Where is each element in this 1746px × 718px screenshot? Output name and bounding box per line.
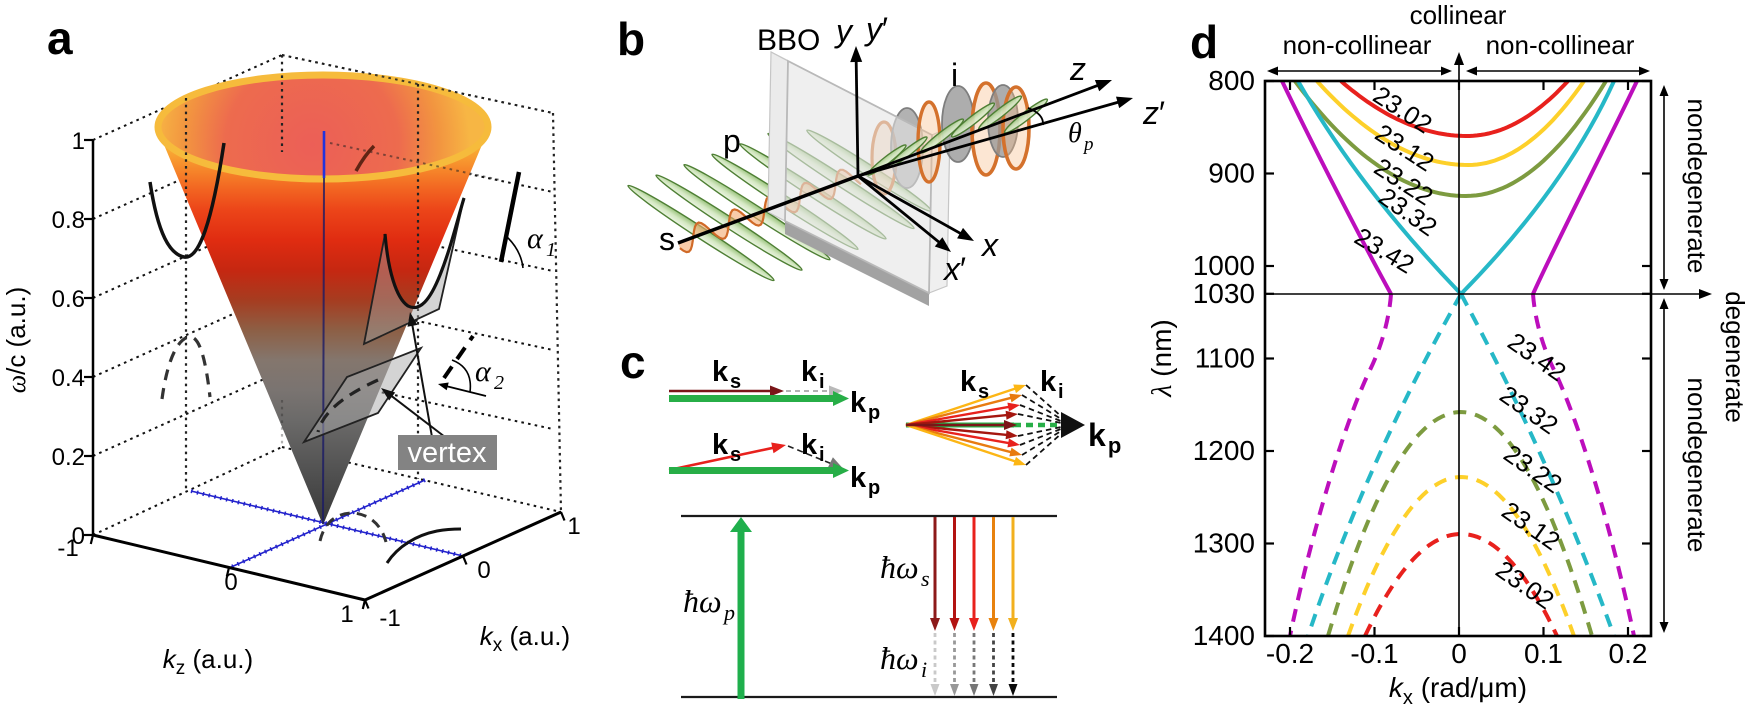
svg-text:θ: θ [1068,118,1082,149]
svg-text:0: 0 [477,557,490,584]
svg-text:a: a [47,12,73,64]
svg-text:x′: x′ [942,251,966,287]
svg-text:p: p [722,600,735,625]
svg-text:0.1: 0.1 [1524,638,1563,669]
svg-text:k: k [801,356,818,388]
svg-text:ħω: ħω [683,583,722,619]
svg-text:0: 0 [1451,638,1467,669]
svg-text:-1: -1 [379,605,400,632]
svg-text:0.2: 0.2 [1609,638,1648,669]
svg-text:-0.1: -0.1 [1350,638,1398,669]
svg-text:1030: 1030 [1193,278,1255,309]
svg-text:nondegenerate: nondegenerate [1682,99,1712,274]
svg-text:i: i [1058,381,1064,403]
svg-text:degenerate: degenerate [1720,291,1746,423]
svg-text:ħω: ħω [880,549,919,585]
svg-text:1: 1 [72,128,85,155]
svg-text:i: i [819,444,825,466]
svg-text:y: y [834,13,854,49]
svg-text:1000: 1000 [1193,250,1255,281]
svg-text:kz (a.u.): kz (a.u.) [163,644,253,679]
svg-text:k: k [960,366,977,398]
svg-text:i: i [921,657,927,682]
svg-text:1100: 1100 [1195,343,1255,374]
svg-text:s: s [730,371,741,393]
svg-text:nondegenerate: nondegenerate [1682,378,1712,553]
svg-text:d: d [1190,16,1218,68]
svg-text:non-collinear: non-collinear [1486,30,1635,60]
svg-text:0: 0 [72,523,85,550]
svg-text:900: 900 [1208,158,1255,189]
svg-text:z: z [1069,51,1086,87]
svg-text:800: 800 [1208,65,1255,96]
svg-text:1400: 1400 [1193,620,1255,651]
svg-text:p: p [1082,134,1094,155]
svg-text:0.8: 0.8 [52,207,85,234]
svg-text:k: k [1088,417,1106,453]
svg-text:vertex: vertex [408,437,487,469]
svg-text:c: c [620,336,646,388]
svg-text:s: s [978,381,989,403]
svg-text:-1: -1 [57,535,78,562]
svg-text:1200: 1200 [1193,435,1255,466]
svg-text:i: i [951,57,958,93]
svg-text:y′: y′ [864,11,888,47]
svg-text:ħω: ħω [880,640,919,676]
svg-text:k: k [712,429,729,461]
svg-text:0.2: 0.2 [52,444,85,471]
svg-text:p: p [868,477,880,499]
svg-text:collinear: collinear [1410,0,1507,30]
svg-text:kx (rad/μm): kx (rad/μm) [1389,672,1527,709]
svg-text:z′: z′ [1142,95,1165,131]
svg-text:k: k [1040,366,1057,398]
svg-text:1300: 1300 [1193,528,1255,559]
svg-text:kx (a.u.): kx (a.u.) [480,621,570,656]
svg-text:s: s [921,566,930,591]
svg-text:x: x [980,227,999,263]
svg-text:α: α [475,355,492,388]
svg-text:0: 0 [224,569,237,596]
svg-text:0.6: 0.6 [52,286,85,313]
svg-text:p: p [868,402,880,424]
svg-text:p: p [723,123,741,159]
svg-text:1: 1 [340,601,353,628]
svg-text:k: k [712,356,729,388]
svg-text:b: b [617,13,645,65]
svg-text:λ (nm): λ (nm) [1146,319,1178,397]
svg-text:0.4: 0.4 [52,365,85,392]
svg-text:k: k [850,387,867,419]
svg-text:i: i [819,371,825,393]
svg-text:α: α [527,222,544,255]
svg-text:k: k [850,462,867,494]
svg-text:s: s [730,444,741,466]
svg-text:k: k [801,429,818,461]
svg-text:s: s [659,221,675,257]
svg-text:2: 2 [494,372,504,394]
svg-text:-0.2: -0.2 [1266,638,1314,669]
svg-text:p: p [1108,433,1121,458]
svg-text:1: 1 [567,513,580,540]
svg-text:non-collinear: non-collinear [1283,30,1432,60]
svg-text:1: 1 [546,239,556,261]
svg-text:BBO: BBO [757,24,820,57]
svg-text:ω/c (a.u.): ω/c (a.u.) [1,287,31,394]
